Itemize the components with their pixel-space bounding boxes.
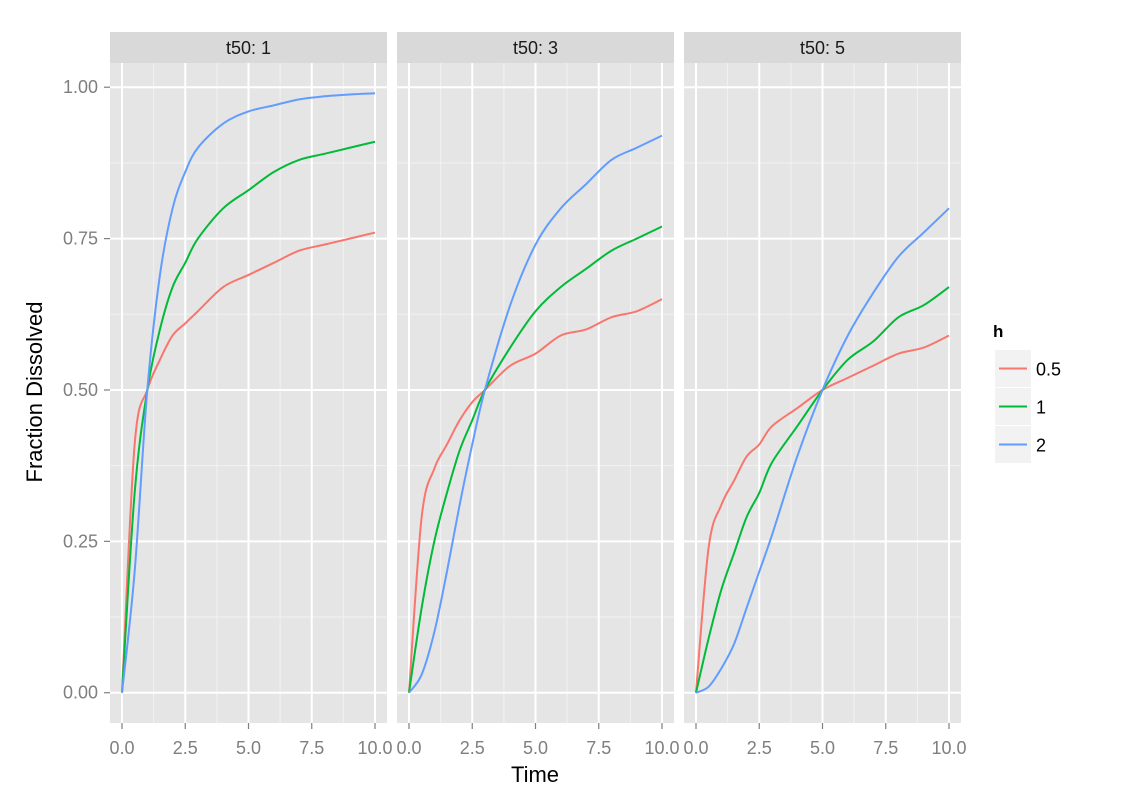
facet-strip-label: t50: 5	[800, 38, 845, 58]
x-tick-label: 0.0	[683, 738, 708, 758]
x-tick-label: 7.5	[299, 738, 324, 758]
y-tick-label: 0.00	[63, 683, 98, 703]
y-tick-label: 1.00	[63, 77, 98, 97]
series-line-h-2	[121, 92, 376, 693]
panel-3: t50: 5 0.0 2.5 5.0 7.5 10.0	[683, 32, 967, 758]
facet-strip	[397, 32, 674, 63]
legend-title: h	[993, 322, 1003, 341]
panels-layer: t50: 1 0.0 2.5 5.0 7.5 10.0 t50: 3 0.0 2.5 5.0 7.5…	[109, 32, 967, 758]
x-tick-label: 0.0	[109, 738, 134, 758]
series-line-h-2	[408, 134, 663, 694]
facet-strip	[110, 32, 387, 63]
panel-2: t50: 3 0.0 2.5 5.0 7.5 10.0	[396, 32, 680, 758]
x-tick-label: 7.5	[873, 738, 898, 758]
legend-item-1: 1	[995, 388, 1046, 425]
y-axis-title: Fraction Dissolved	[22, 302, 47, 483]
x-tick-label: 2.5	[460, 738, 485, 758]
legend-label: 1	[1036, 398, 1046, 418]
legend-item-0.5: 0.5	[995, 350, 1061, 387]
x-tick-label: 0.0	[396, 738, 421, 758]
legend-item-2: 2	[995, 426, 1046, 463]
x-tick-label: 10.0	[931, 738, 966, 758]
legend: h 0.5 1 2	[993, 322, 1061, 463]
series-line-h-2	[695, 207, 950, 694]
series-line-h-1	[121, 140, 376, 693]
facet-strip-label: t50: 1	[226, 38, 271, 58]
facet-strip-label: t50: 3	[513, 38, 558, 58]
x-tick-label: 2.5	[173, 738, 198, 758]
x-tick-label: 7.5	[586, 738, 611, 758]
legend-label: 0.5	[1036, 360, 1061, 380]
x-tick-label: 5.0	[236, 738, 261, 758]
x-axis-title: Time	[511, 762, 559, 787]
series-line-h-0.5	[695, 334, 950, 693]
series-line-h-0.5	[121, 231, 376, 693]
facet-strip	[684, 32, 961, 63]
series-line-h-0.5	[408, 298, 663, 693]
series-line-h-1	[695, 286, 950, 693]
y-tick-label: 0.25	[63, 531, 98, 551]
y-tick-label: 0.50	[63, 380, 98, 400]
y-axis: 0.00 0.25 0.50 0.75 1.00	[63, 77, 110, 703]
y-tick-label: 0.75	[63, 229, 98, 249]
legend-label: 2	[1036, 436, 1046, 456]
x-tick-label: 10.0	[644, 738, 679, 758]
x-tick-label: 5.0	[810, 738, 835, 758]
panel-1: t50: 1 0.0 2.5 5.0 7.5 10.0	[109, 32, 393, 758]
x-tick-label: 10.0	[357, 738, 392, 758]
x-tick-label: 2.5	[747, 738, 772, 758]
x-tick-label: 5.0	[523, 738, 548, 758]
series-line-h-1	[408, 225, 663, 693]
